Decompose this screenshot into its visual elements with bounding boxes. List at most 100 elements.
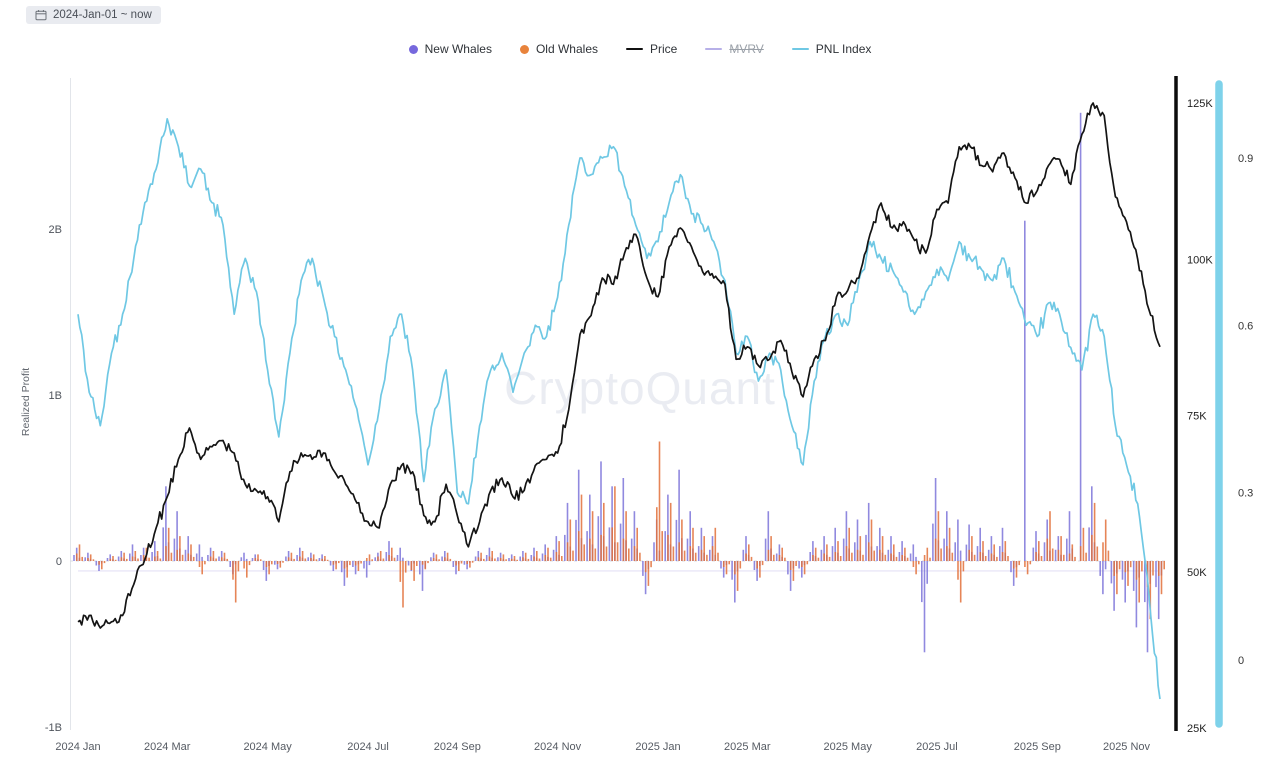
old-whales-bar (614, 486, 616, 561)
new-whales-bar (407, 561, 410, 566)
new-whales-bar (798, 561, 800, 569)
old-whales-bar (1038, 541, 1040, 561)
price-axis-tick: 50K (1187, 567, 1207, 579)
old-whales-bar (711, 546, 714, 561)
old-whales-bar (354, 561, 357, 566)
new-whales-bar (697, 546, 700, 561)
new-whales-bar (310, 552, 312, 561)
old-whales-bar (109, 558, 112, 561)
pnl-axis-tick: 0.3 (1238, 488, 1253, 500)
old-whales-bar (315, 559, 318, 561)
old-whales-bar (346, 561, 348, 578)
old-whales-bar (416, 561, 418, 566)
old-whales-bar (1138, 561, 1140, 603)
new-whales-bar (709, 549, 711, 561)
new-whales-bar (274, 561, 276, 565)
x-axis-tick: 2025 Sep (1014, 741, 1061, 753)
old-whales-bar (488, 556, 491, 561)
old-whales-bar (633, 546, 636, 561)
legend-item-price[interactable]: Price (626, 42, 677, 56)
old-whales-bar (137, 558, 139, 561)
new-whales-bar (555, 536, 558, 561)
new-whales-bar (622, 478, 625, 561)
new-whales-bar (1121, 561, 1124, 580)
old-whales-bar (734, 561, 736, 575)
legend-item-mvrv[interactable]: MVRV (705, 42, 764, 56)
new-whales-bar (299, 547, 301, 561)
old-whales-bar (770, 536, 772, 561)
new-whales-bar (722, 561, 725, 578)
old-whales-bar (120, 557, 123, 561)
new-whales-bar (1091, 486, 1093, 561)
old-whales-bar (209, 556, 212, 561)
old-whales-bar (973, 554, 976, 561)
x-axis-tick: 2024 Nov (534, 741, 582, 753)
old-whales-bar (449, 558, 452, 561)
new-whales-bar (522, 551, 524, 561)
old-whales-bar (814, 547, 817, 561)
old-whales-bar (594, 548, 597, 561)
old-whales-bar (549, 557, 552, 561)
price-axis-tick: 25K (1187, 723, 1207, 735)
legend-item-old-whales[interactable]: Old Whales (519, 42, 598, 56)
old-whales-bar (1160, 561, 1163, 595)
old-whales-bar (402, 561, 404, 608)
legend-item-new-whales[interactable]: New Whales (408, 42, 492, 56)
old-whales-bar (332, 561, 335, 565)
old-whales-bar (187, 553, 190, 561)
old-whales-bar (639, 552, 641, 561)
old-whales-bar (92, 559, 95, 561)
new-whales-bar (731, 561, 733, 580)
old-whales-bar (1013, 561, 1015, 569)
old-whales-bar (951, 552, 954, 561)
old-whales-bar (1007, 556, 1009, 561)
old-whales-bar (1035, 552, 1037, 561)
old-whales-bar (276, 561, 279, 564)
new-whales-bar (597, 516, 600, 561)
old-whales-bar (421, 561, 424, 565)
new-whales-bar (519, 556, 521, 561)
new-whales-bar (923, 561, 926, 653)
new-whales-bar (854, 542, 856, 561)
old-whales-bar (893, 544, 895, 561)
new-whales-bar (265, 561, 268, 581)
new-whales-bar (675, 519, 678, 561)
old-whales-bar (890, 553, 892, 561)
new-whales-bar (845, 511, 848, 561)
new-whales-bar (642, 561, 644, 576)
legend-item-pnl-index[interactable]: PNL Index (791, 42, 871, 56)
old-whales-bar (471, 561, 474, 563)
new-whales-bar (474, 556, 477, 561)
new-whales-bar (764, 538, 767, 561)
new-whales-bar (1035, 531, 1037, 561)
old-whales-bar (148, 557, 150, 561)
old-whales-bar (1093, 502, 1096, 561)
old-whales-bar (1060, 536, 1062, 561)
date-range-badge[interactable]: 2024-Jan-01 ~ now (26, 6, 161, 24)
old-whales-bar (1018, 561, 1020, 566)
y-axis-left-tick: 1B (49, 390, 62, 402)
new-whales-bar (463, 561, 466, 565)
old-whales-bar (647, 561, 650, 586)
old-whales-bar (343, 561, 346, 569)
old-whales-bar (271, 561, 273, 565)
old-whales-bar (326, 559, 329, 561)
new-whales-bar (207, 555, 209, 561)
old-whales-bar (399, 561, 402, 582)
new-whales-bar (745, 536, 747, 561)
old-whales-bar (254, 558, 257, 561)
new-whales-bar (689, 511, 691, 561)
old-whales-bar (834, 552, 837, 561)
old-whales-bar (312, 554, 315, 561)
old-whales-bar (427, 561, 429, 564)
new-whales-bar (421, 561, 424, 591)
new-whales-bar (229, 561, 231, 567)
old-whales-bar (413, 561, 415, 581)
new-whales-bar (1068, 511, 1071, 561)
old-whales-bar (181, 554, 184, 561)
old-whales-bar (103, 561, 106, 564)
new-whales-bar (352, 561, 354, 567)
old-whales-bar (268, 561, 270, 575)
new-whales-bar (921, 561, 923, 603)
